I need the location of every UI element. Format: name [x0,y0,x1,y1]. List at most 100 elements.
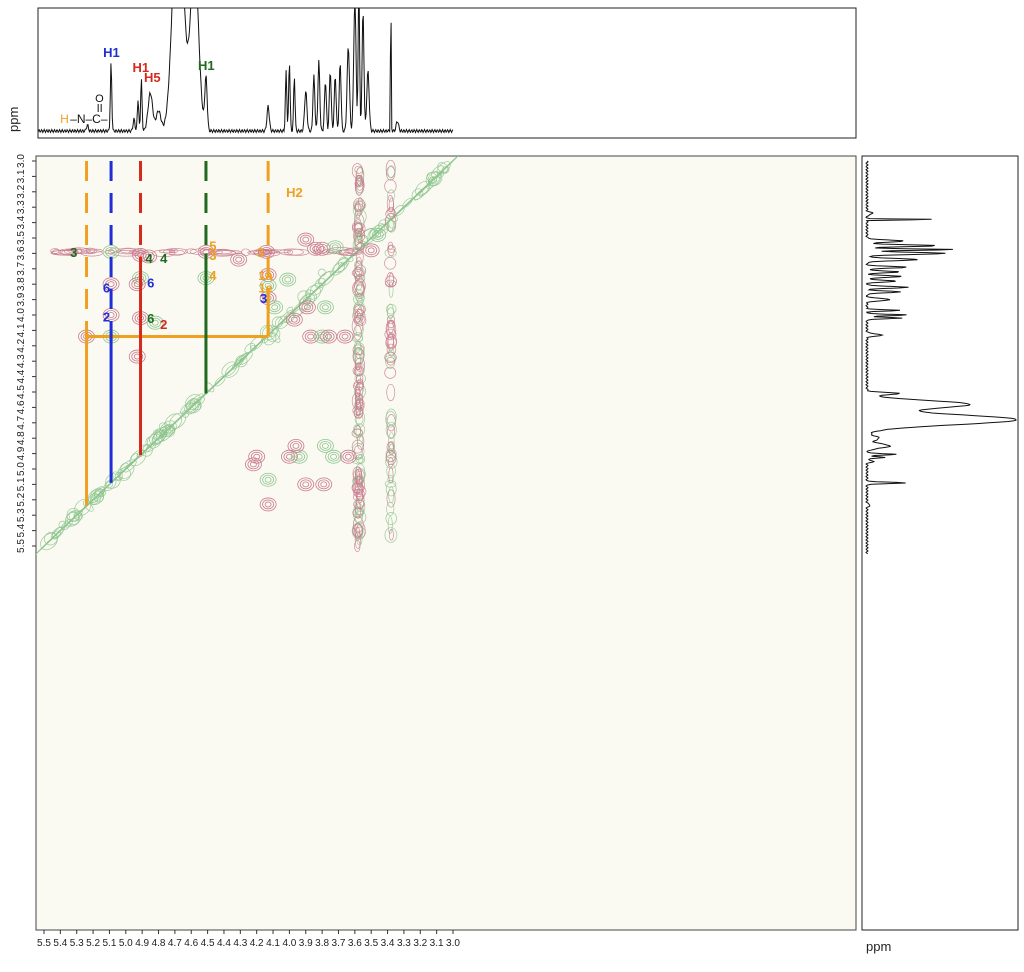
crosspeak-contour [320,481,328,488]
y-tick-label: 3.1 [16,169,27,183]
noise-stripe-contour [352,516,364,533]
crosspeak-contour [322,331,335,342]
crosspeak-contour [309,243,322,254]
y-tick-label: 3.5 [16,231,27,245]
noise-stripe-contour [387,189,395,202]
diagonal-peak-contour [419,183,434,197]
diagonal-peak-contour [61,521,71,531]
diagonal-peak-contour [411,188,424,200]
noise-stripe-contour [353,289,364,298]
top-spectrum-line [38,8,454,134]
x-tick-label: 5.2 [86,938,100,949]
noise-stripe-contour [353,423,366,437]
noise-stripe-contour [388,272,395,288]
crosspeak-contour [321,304,329,311]
y-tick-label: 5.5 [16,539,27,553]
crosspeak-contour [107,312,115,318]
diagonal-peak-contour [305,289,318,302]
crosspeak-contour [284,276,292,283]
noise-stripe-contour [354,521,366,540]
noise-stripe-contour [386,501,395,516]
y-axis-ticks: 3.03.13.2 3.33.4 3.53.63.7 3.83.9 4.04.14.2 4… [16,154,36,553]
noise-ridge-contour [158,249,176,254]
x-tick-label: 5.3 [70,938,84,949]
crosspeak-contour [319,440,332,451]
noise-stripe-contour [386,383,396,402]
noise-stripe-contour [354,278,366,294]
diagonal-peak-contour [149,431,163,446]
diagonal-peak-contour [269,331,281,343]
noise-stripe-contour [353,281,365,296]
noise-stripe-contour [354,425,362,436]
noise-stripe-contour [388,281,394,298]
crosspeak-contour [263,248,270,255]
x-tick-label: 4.0 [282,938,296,949]
noise-ridge-contour [338,248,363,256]
diagonal-peak-contour [130,452,139,461]
x-tick-label: 5.1 [102,938,116,949]
diagonal-peak-contour [152,430,167,444]
diagonal-peak-contour [146,433,162,449]
noise-stripe-contour [353,366,363,377]
diagonal-peak-contour [297,290,312,305]
crosspeak-contour [339,331,351,342]
noise-stripe-contour [353,203,364,212]
crosspeak-contour [297,477,315,492]
noise-stripe-contour [355,174,362,185]
crosspeak-label: 5 [209,239,216,254]
noise-stripe-contour [354,165,364,174]
noise-stripe-contour [384,248,397,258]
noise-stripe-contour [354,209,367,225]
x-tick-label: 4.6 [184,938,198,949]
diagonal-peak-contour [298,293,315,310]
crosspeak-contour [250,451,263,462]
x-tick-label: 4.5 [201,938,215,949]
crosspeak-contour [149,317,162,328]
noise-stripe-contour [385,411,397,428]
noise-stripe-contour [356,294,363,304]
x-tick-label: 3.8 [315,938,329,949]
x-tick-label: 5.4 [53,938,67,949]
noise-stripe-contour [353,228,366,243]
noise-stripe-contour [386,320,397,339]
crosspeak-contour [374,232,382,238]
y-tick-label: 5.1 [16,477,27,491]
noise-stripe-contour [352,523,363,539]
crosspeak-contour [369,228,387,242]
crosspeak-label: 1a [258,268,273,283]
y-tick-label: 3.8 [16,277,27,291]
noise-stripe-contour [351,522,364,540]
noise-stripe-contour [352,493,364,502]
noise-ridge-contour [336,249,356,256]
noise-stripe-contour [354,413,364,425]
noise-stripe-contour [387,217,394,233]
noise-stripe-contour [356,167,365,183]
crosspeak-contour [264,501,272,508]
crosspeak-contour [298,300,316,315]
crosspeak-label: 3 [209,248,216,263]
noise-stripe-contour [387,245,396,253]
crosspeak-contour [371,230,384,240]
noise-stripe-contour [351,442,365,460]
x-tick-label: 4.2 [250,938,264,949]
crosspeak-label: 6 [103,280,110,295]
crosspeak-label: 1e [258,280,272,295]
noise-stripe-contour [354,357,366,372]
noise-ridge-contour [104,250,116,254]
crosspeak-contour [365,245,378,256]
noise-ridge-contour [52,249,62,255]
x-tick-label: 3.9 [299,938,313,949]
noise-stripe-contour [354,373,367,384]
crosspeak-contour [288,314,301,325]
noise-stripe-contour [354,260,363,270]
crosspeak-contour [131,351,144,362]
y-tick-label: 3.7 [16,261,27,275]
noise-stripe-contour [384,328,397,341]
noise-stripe-contour [386,315,396,325]
crosspeak-contour [259,472,277,487]
y-tick-label: 4.2 [16,338,27,352]
crosspeak-contour [362,243,380,258]
diagonal-peak-contour [278,309,295,325]
x-tick-label: 3.3 [397,938,411,949]
